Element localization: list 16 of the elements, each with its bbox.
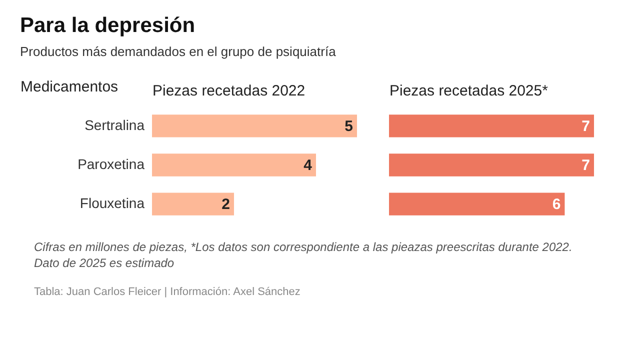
text: Cifras en millones de piezas, *Los datos son correspondiente a las pieazas preescritas durante 2022. Dato de 2025 es estimado (34, 240, 572, 270)
y-tick-label: Sertralina (84, 116, 145, 133)
data-label: 7 (582, 118, 590, 135)
y-axis-title: Medicamentos (20, 78, 118, 96)
data-label: 2 (222, 196, 230, 214)
text: Tabla: Juan Carlos Fleicer | Información: Axel Sánchez (34, 286, 300, 298)
y-tick-label: Paroxetina (78, 156, 145, 172)
chart-subtitle: Productos más demandados en el grupo de psiquiatría (20, 44, 337, 59)
x-axis-title: Piezas recetadas 2025* (390, 82, 548, 100)
y-tick-label: Flouxetina (80, 195, 145, 212)
chart-title: Para la depresión (20, 14, 196, 37)
x-axis-title: Piezas recetadas 2022 (152, 82, 306, 100)
data-label: 7 (582, 157, 590, 174)
data-label: 4 (304, 157, 313, 174)
data-label: 5 (344, 118, 353, 135)
data-label: 6 (552, 196, 561, 214)
